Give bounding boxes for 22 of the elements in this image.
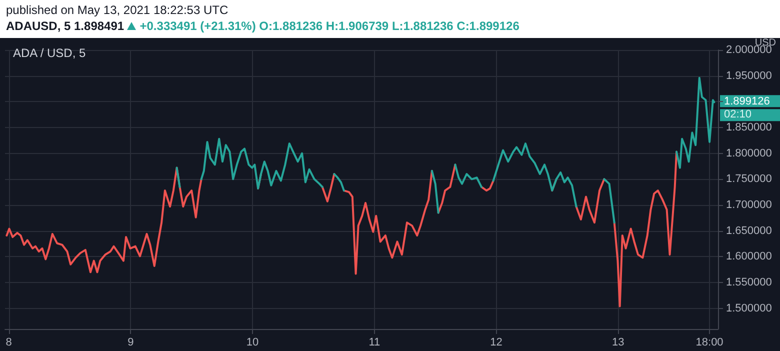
y-tick-label: 1.800000 [726, 147, 772, 160]
y-tick-label: 1.650000 [726, 224, 772, 237]
text: 1.899126 [724, 96, 770, 108]
y-tick-label: 1.850000 [726, 122, 772, 134]
x-tick-label: 13 [612, 336, 624, 348]
y-tick-label: 1.550000 [726, 276, 772, 288]
text: ADAUSD, 5 1.898491 [6, 19, 124, 33]
chart-subtitle: published on May 13, 2021 18:22:53 UTC [6, 2, 230, 18]
text: +0.333491 (+21.31%) O:1.881236 H:1.906739 L:1.881236 C:1.899126 [140, 19, 520, 33]
x-tick-label: 11 [368, 336, 380, 348]
x-tick-label: 8 [6, 336, 12, 348]
y-tick-label: 1.750000 [726, 173, 772, 186]
x-tick-label: 9 [128, 336, 134, 348]
x-tick-label: 12 [490, 336, 502, 348]
y-tick-label: 1.950000 [726, 70, 772, 82]
y-tick-label: 1.500000 [726, 302, 772, 314]
x-tick-label: 18:00 [696, 336, 724, 348]
chart-title: ADA / USD, 5 [13, 46, 86, 60]
text: 02:10 [724, 108, 752, 121]
y-tick-label: 1.700000 [726, 199, 772, 211]
x-tick-label: 10 [246, 336, 259, 348]
y-tick-label: 1.600000 [726, 250, 772, 263]
